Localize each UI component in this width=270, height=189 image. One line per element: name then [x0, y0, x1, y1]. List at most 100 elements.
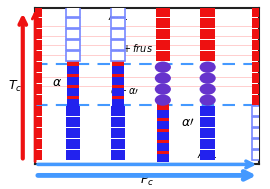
Bar: [252, 62, 266, 72]
Bar: [201, 51, 215, 61]
Bar: [201, 117, 215, 127]
Bar: [28, 7, 42, 17]
Bar: [252, 95, 266, 105]
Bar: [111, 106, 125, 116]
Bar: [156, 51, 170, 61]
Bar: [68, 77, 79, 85]
Bar: [157, 143, 168, 151]
Bar: [68, 93, 79, 101]
Bar: [111, 7, 125, 17]
Bar: [156, 29, 170, 39]
Bar: [252, 84, 266, 94]
Bar: [252, 128, 266, 138]
Bar: [111, 51, 125, 61]
Text: $\alpha$: $\alpha$: [52, 76, 63, 89]
Bar: [112, 60, 124, 68]
Bar: [28, 40, 42, 50]
Text: $\mathit{Am.}$: $\mathit{Am.}$: [197, 148, 218, 160]
Bar: [157, 153, 168, 162]
Bar: [156, 18, 170, 28]
Circle shape: [155, 94, 171, 106]
Bar: [112, 82, 124, 90]
Bar: [66, 150, 80, 160]
Bar: [68, 99, 79, 107]
Bar: [68, 71, 79, 79]
Bar: [66, 18, 80, 28]
Bar: [66, 128, 80, 138]
Bar: [66, 7, 80, 17]
Bar: [201, 18, 215, 28]
Bar: [66, 117, 80, 127]
Bar: [252, 18, 266, 28]
Bar: [157, 121, 168, 129]
Circle shape: [200, 62, 216, 73]
Bar: [157, 115, 168, 123]
Bar: [111, 139, 125, 149]
Bar: [28, 62, 42, 72]
Circle shape: [155, 84, 171, 95]
Bar: [66, 40, 80, 50]
Bar: [111, 150, 125, 160]
Text: $P_c$: $P_c$: [140, 173, 154, 188]
Bar: [252, 40, 266, 50]
Bar: [28, 95, 42, 105]
Bar: [68, 88, 79, 96]
Text: $\alpha\prime$: $\alpha\prime$: [181, 116, 194, 129]
Circle shape: [200, 84, 216, 95]
Bar: [157, 132, 168, 140]
Text: $\alpha + frus$: $\alpha + frus$: [114, 42, 153, 54]
Bar: [68, 60, 79, 68]
Bar: [252, 51, 266, 61]
Bar: [111, 117, 125, 127]
Text: $\alpha + \alpha\prime$: $\alpha + \alpha\prime$: [110, 85, 139, 96]
Circle shape: [200, 94, 216, 106]
Bar: [68, 82, 79, 90]
Bar: [28, 139, 42, 149]
Bar: [112, 66, 124, 74]
Bar: [201, 40, 215, 50]
Bar: [112, 77, 124, 85]
Bar: [28, 150, 42, 160]
Bar: [157, 104, 168, 112]
Bar: [252, 117, 266, 127]
Bar: [66, 139, 80, 149]
Bar: [252, 29, 266, 39]
Bar: [201, 150, 215, 160]
Bar: [28, 117, 42, 127]
Text: $\mathit{Am.}$: $\mathit{Am.}$: [108, 10, 128, 22]
Bar: [201, 128, 215, 138]
Circle shape: [155, 73, 171, 84]
Bar: [112, 88, 124, 96]
Bar: [156, 40, 170, 50]
Bar: [157, 125, 168, 134]
Bar: [156, 7, 170, 17]
Bar: [157, 137, 168, 145]
Bar: [252, 139, 266, 149]
Bar: [201, 7, 215, 17]
Bar: [28, 73, 42, 83]
Bar: [28, 29, 42, 39]
Bar: [28, 51, 42, 61]
Bar: [252, 73, 266, 83]
Bar: [28, 106, 42, 116]
Bar: [201, 106, 215, 116]
Bar: [66, 29, 80, 39]
Bar: [157, 148, 168, 156]
Bar: [66, 51, 80, 61]
Bar: [28, 128, 42, 138]
Bar: [201, 139, 215, 149]
Bar: [28, 18, 42, 28]
Bar: [111, 18, 125, 28]
Bar: [252, 150, 266, 160]
Bar: [68, 66, 79, 74]
Bar: [112, 93, 124, 101]
Bar: [66, 106, 80, 116]
Bar: [111, 128, 125, 138]
Bar: [157, 110, 168, 118]
Bar: [112, 71, 124, 79]
Bar: [111, 40, 125, 50]
Bar: [112, 99, 124, 107]
Bar: [201, 29, 215, 39]
Text: $T_c$: $T_c$: [8, 78, 22, 94]
Bar: [252, 7, 266, 17]
